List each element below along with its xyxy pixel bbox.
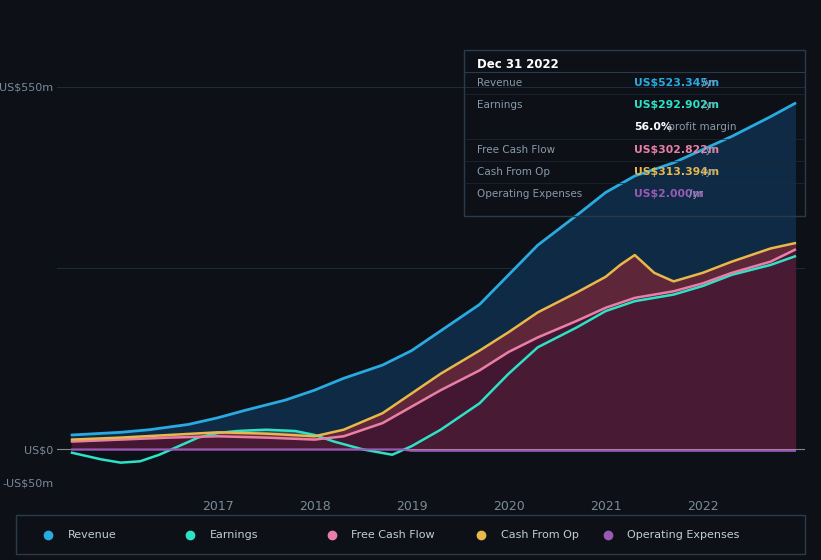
Text: Revenue: Revenue [478,78,523,88]
Text: /yr: /yr [702,166,716,176]
Text: Earnings: Earnings [478,100,523,110]
Text: Free Cash Flow: Free Cash Flow [478,144,556,155]
Text: /yr: /yr [690,189,704,199]
Text: Dec 31 2022: Dec 31 2022 [478,58,559,71]
Text: Earnings: Earnings [209,530,258,540]
Text: US$523.345m: US$523.345m [635,78,719,88]
Text: US$2.000m: US$2.000m [635,189,704,199]
Text: /yr: /yr [702,78,716,88]
Text: US$292.902m: US$292.902m [635,100,719,110]
Text: US$302.822m: US$302.822m [635,144,719,155]
Text: Operating Expenses: Operating Expenses [478,189,583,199]
Text: profit margin: profit margin [665,123,736,133]
Text: Cash From Op: Cash From Op [478,166,551,176]
Text: Operating Expenses: Operating Expenses [627,530,740,540]
Text: US$313.394m: US$313.394m [635,166,719,176]
Text: Revenue: Revenue [67,530,117,540]
Text: 56.0%: 56.0% [635,123,672,133]
Text: Free Cash Flow: Free Cash Flow [351,530,435,540]
Text: /yr: /yr [702,144,716,155]
Text: Cash From Op: Cash From Op [501,530,579,540]
Text: /yr: /yr [702,100,716,110]
